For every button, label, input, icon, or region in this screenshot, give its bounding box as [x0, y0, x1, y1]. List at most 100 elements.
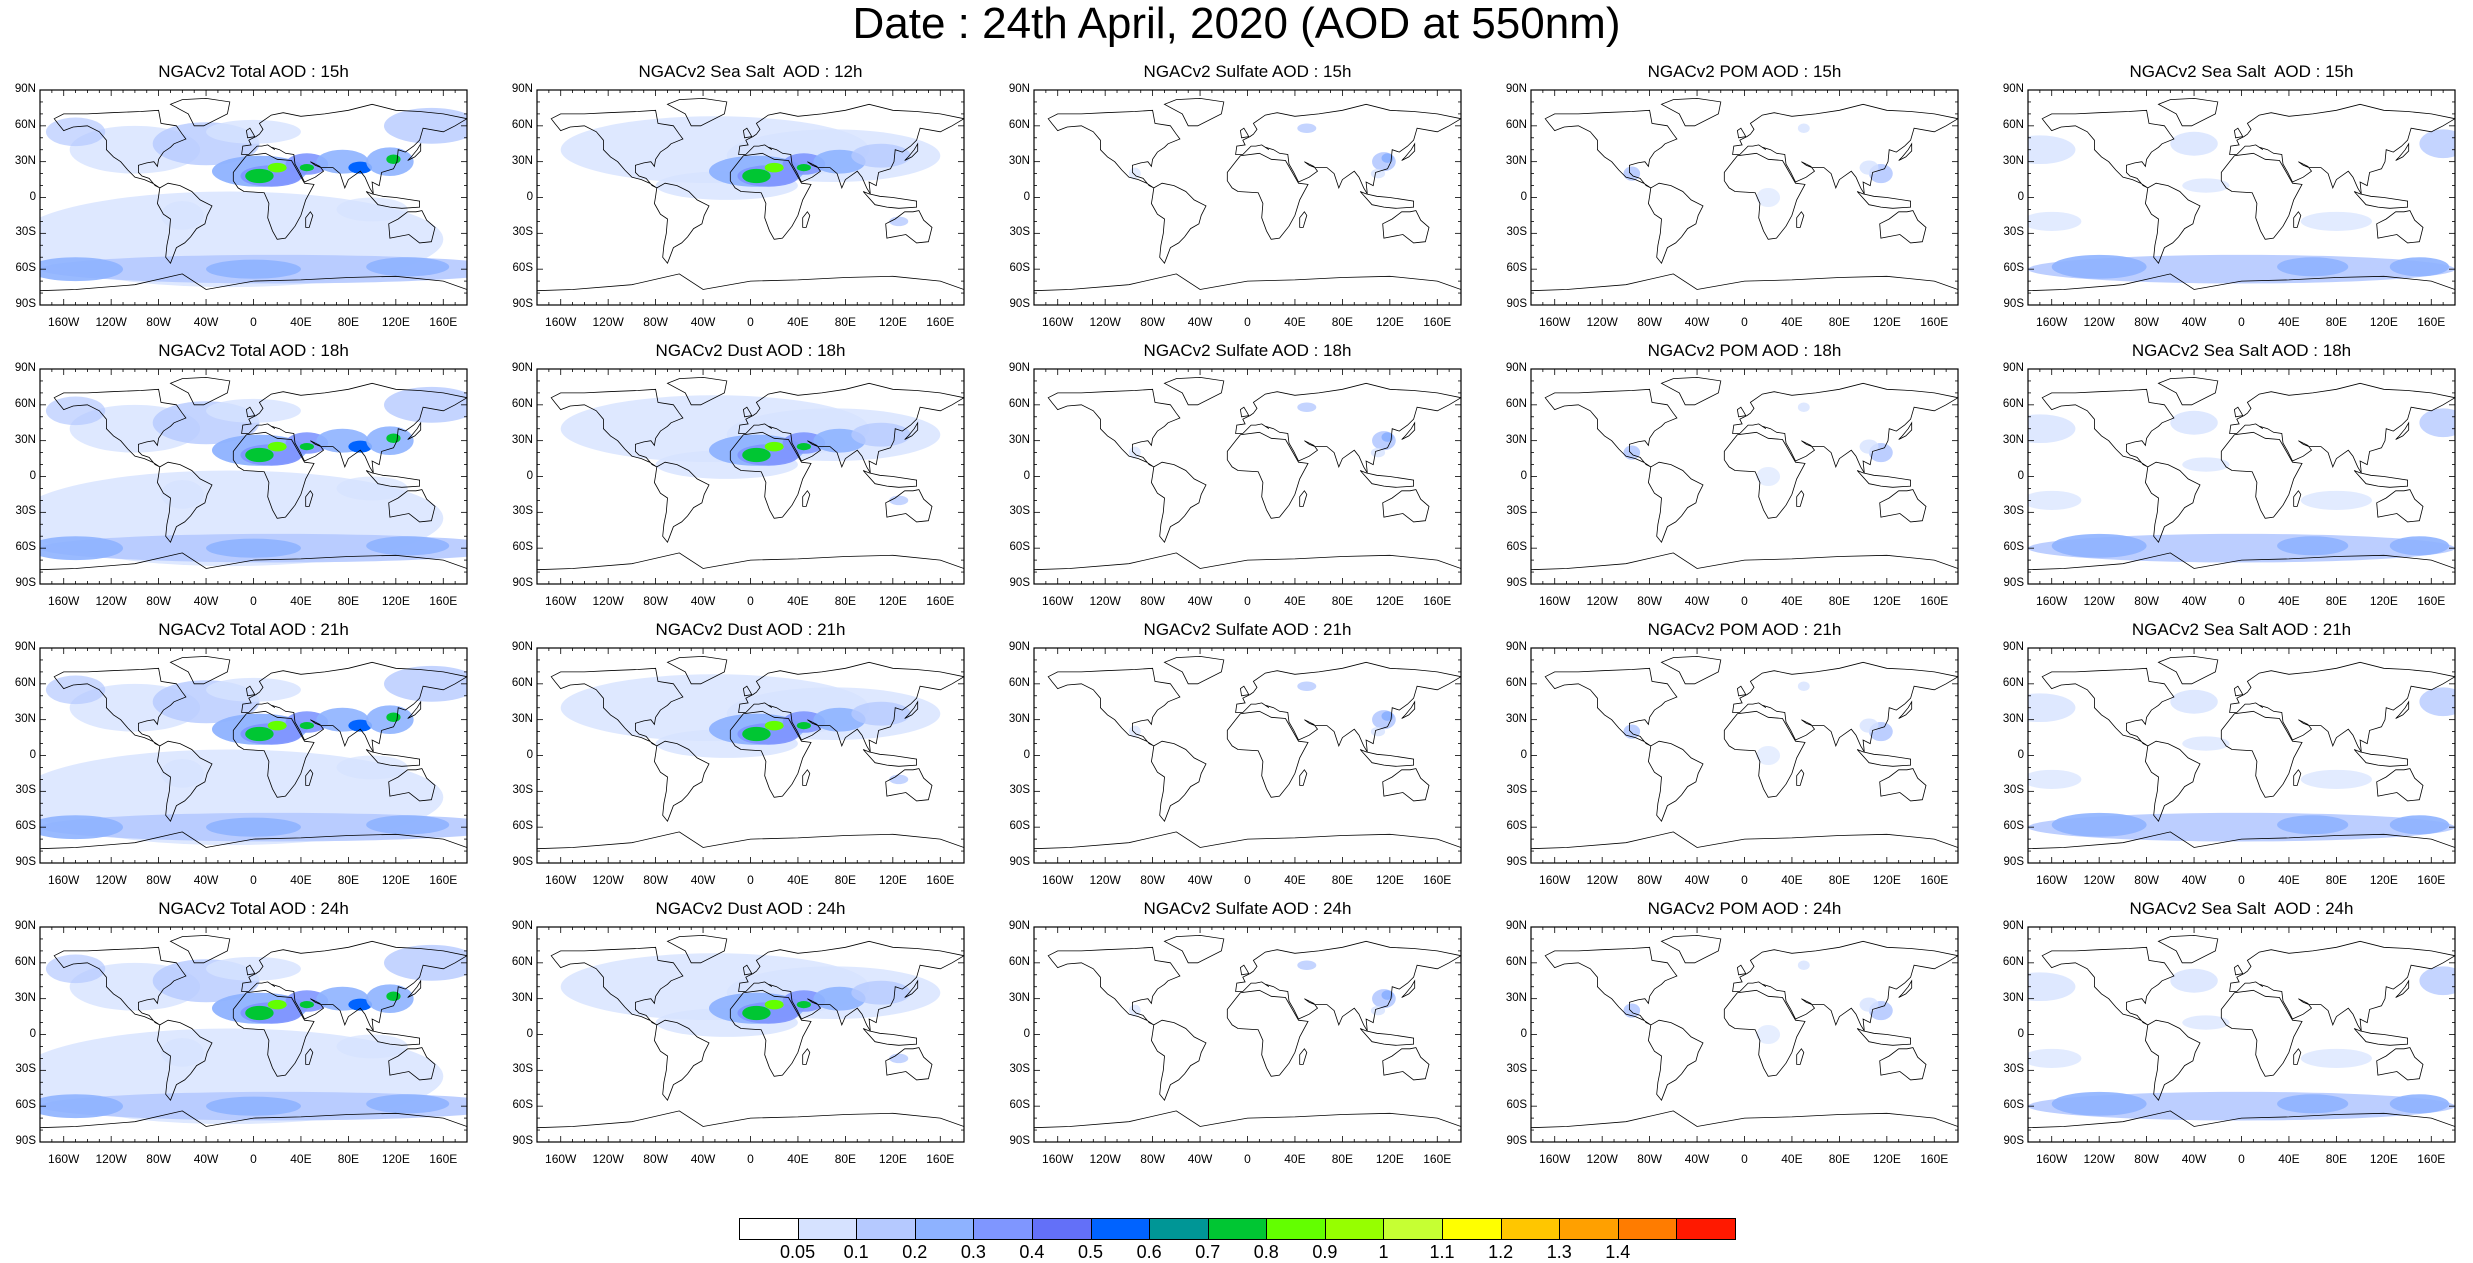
aod-region [245, 447, 274, 463]
lon-tick-label: 40E [787, 1152, 809, 1166]
lat-tick-label: 90N [2002, 920, 2024, 932]
coastline-japan [1401, 142, 1416, 161]
lat-tick-label: 60N [2002, 676, 2024, 689]
coastline-greenland [1660, 97, 1722, 127]
lon-tick-label: 80E [337, 315, 360, 329]
lon-tick-label: 160E [2417, 315, 2446, 329]
coastline-japan [904, 700, 919, 719]
colorbar-label: 1.1 [1429, 1242, 1455, 1262]
map-panel: NGACv2 Sulfate AOD : 18h 90N 60N 30N 0 30S 60S… [994, 339, 1484, 609]
lat-tick-label: 0 [1023, 748, 1030, 761]
lat-tick-label: 60N [1505, 397, 1527, 410]
coastline-japan [2395, 979, 2410, 998]
coastline-japan [1898, 979, 1913, 998]
aod-region [299, 722, 314, 730]
colorbar-swatch [1324, 1218, 1385, 1240]
coastline-africa [2220, 431, 2303, 519]
coastline-indonesia [2353, 470, 2409, 488]
coastline-madagascar [802, 211, 811, 228]
lon-tick-label: 80E [834, 315, 857, 329]
lat-tick-label: 30S [1009, 505, 1030, 518]
aod-region [383, 944, 467, 981]
coastline-eurasia [2229, 940, 2455, 1032]
map-panel: NGACv2 Sea Salt AOD : 12h 90N 60N 30N 0 30S 60… [497, 60, 987, 330]
coastline-australia [388, 768, 436, 802]
lon-tick-label: 120W [1089, 594, 1121, 608]
colorbar-swatch [1676, 1218, 1736, 1240]
aod-region [348, 998, 373, 1011]
world-map [1530, 368, 1959, 585]
coastline-antarctica [1531, 831, 1958, 850]
coastline-africa [1226, 431, 1309, 519]
lon-tick-label: 120E [878, 873, 907, 887]
lat-tick-label: 90S [15, 1135, 36, 1147]
lat-tick-label: 60S [2003, 541, 2024, 554]
lat-tick-label: 60N [14, 676, 36, 689]
lat-tick-label: 60S [2003, 262, 2024, 275]
lon-tick-label: 160E [1920, 594, 1949, 608]
lon-tick-label: 160W [1539, 873, 1571, 887]
aod-region [1370, 168, 1386, 179]
aod-region [1381, 711, 1394, 721]
lat-tick-label: 30S [1506, 226, 1527, 239]
aod-region [2028, 693, 2076, 723]
coastline-namerica [550, 388, 684, 468]
map-panel: NGACv2 Total AOD : 24h 90N 60N 30N 0 30S 60S 90… [0, 897, 490, 1167]
lat-tick-label: 90N [1505, 362, 1527, 374]
aod-region [2028, 490, 2082, 510]
aod-region [206, 398, 301, 423]
coastline-japan [1898, 421, 1913, 440]
lon-tick-label: 80W [2134, 594, 2159, 608]
coastline-antarctica [1034, 831, 1461, 850]
lat-tick-label: 90S [1009, 856, 1030, 868]
lon-tick-label: 40E [2278, 873, 2300, 887]
coastline-madagascar [305, 1048, 314, 1065]
lon-tick-label: 0 [1741, 315, 1748, 329]
lat-tick-label: 60N [14, 955, 36, 968]
aod-region [245, 726, 274, 742]
coastline-indonesia [1856, 470, 1912, 488]
lat-tick-label: 30N [1505, 712, 1527, 725]
lat-tick-label: 0 [1520, 469, 1527, 482]
lon-tick-label: 120E [2369, 315, 2398, 329]
aod-region [2419, 966, 2455, 996]
colorbar-swatch [1149, 1218, 1209, 1240]
coastline-australia [1382, 1047, 1430, 1081]
coastline-uk [1239, 685, 1250, 697]
lon-tick-label: 0 [250, 873, 257, 887]
lon-tick-label: 160E [1423, 873, 1452, 887]
lon-tick-label: 0 [1244, 315, 1251, 329]
map-panel: NGACv2 Sea Salt AOD : 18h 90N 60N 30N 0 30S 60… [1988, 339, 2473, 609]
coastline-japan [904, 421, 919, 440]
aod-region [206, 817, 301, 837]
coastline-antarctica [537, 1110, 964, 1129]
lon-tick-label: 80E [834, 873, 857, 887]
coastline-indonesia [1359, 749, 1415, 767]
aod-region [2051, 812, 2147, 837]
map-panel: NGACv2 Sulfate AOD : 24h 90N 60N 30N 0 30S 60S… [994, 897, 1484, 1167]
lat-tick-label: 90N [511, 641, 533, 653]
coastline-antarctica [40, 273, 467, 292]
coastline-antarctica [2028, 831, 2455, 850]
lon-tick-label: 0 [747, 1152, 754, 1166]
lon-tick-label: 40W [2181, 594, 2207, 608]
coastline-uk [1239, 127, 1250, 139]
coastline-antarctica [40, 1110, 467, 1129]
coastline-indonesia [862, 191, 918, 209]
coastline-uk [1736, 406, 1747, 418]
aod-region [206, 538, 301, 558]
aod-region [160, 201, 204, 230]
lat-tick-label: 90N [2002, 83, 2024, 95]
map-panel: NGACv2 POM AOD : 18h 90N 60N 30N 0 30S 60S 90S 1… [1491, 339, 1981, 609]
lat-tick-label: 30S [15, 226, 36, 239]
lat-tick-label: 60N [2002, 955, 2024, 968]
coastline-japan [2395, 421, 2410, 440]
coastline-greenland [666, 376, 728, 406]
colorbar-swatch [739, 1218, 799, 1240]
aod-region [2419, 687, 2455, 717]
lat-tick-label: 30S [2003, 1063, 2024, 1076]
colorbar-swatch [1559, 1218, 1619, 1240]
aod-region [1381, 432, 1394, 442]
aod-region [1756, 466, 1781, 487]
lon-tick-label: 160W [48, 315, 80, 329]
